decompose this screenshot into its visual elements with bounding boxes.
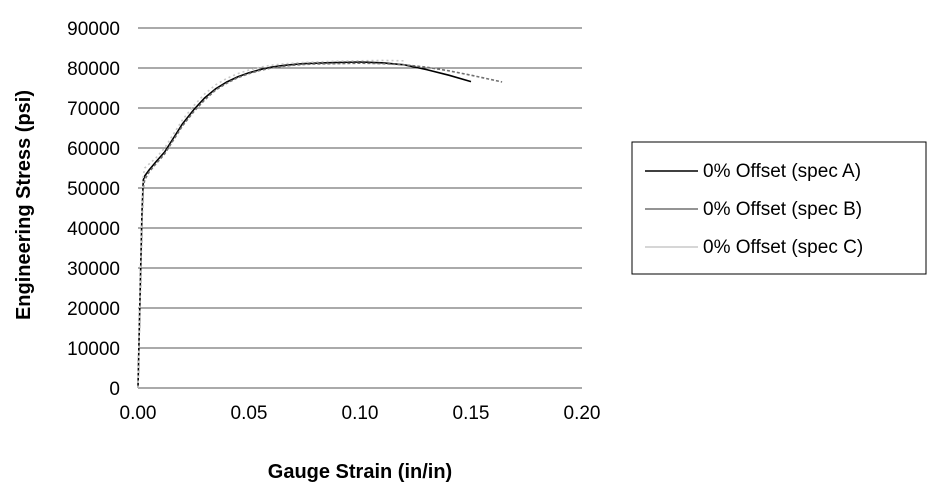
legend-label: 0% Offset (spec A) <box>703 161 861 182</box>
series-line-3 <box>138 60 404 388</box>
y-tick-label: 0 <box>109 379 120 400</box>
y-axis-title: Engineering Stress (psi) <box>13 90 35 320</box>
y-tick-label: 20000 <box>67 299 120 320</box>
x-tick-label: 0.15 <box>453 403 490 424</box>
x-tick-label: 0.20 <box>564 403 601 424</box>
series-line-1 <box>138 62 471 388</box>
x-tick-label: 0.05 <box>231 403 268 424</box>
legend: 0% Offset (spec A) 0% Offset (spec B) 0% O… <box>632 142 926 274</box>
legend-label: 0% Offset (spec B) <box>703 199 862 220</box>
y-tick-labels: 0 10000 20000 30000 40000 50000 60000 70000 8000… <box>67 19 120 400</box>
legend-label: 0% Offset (spec C) <box>703 237 863 258</box>
gridlines <box>138 28 582 388</box>
y-tick-label: 30000 <box>67 259 120 280</box>
series-lines <box>138 60 502 388</box>
y-tick-label: 90000 <box>67 19 120 40</box>
y-tick-label: 10000 <box>67 339 120 360</box>
x-tick-labels: 0.00 0.05 0.10 0.15 0.20 <box>120 403 601 424</box>
y-tick-label: 60000 <box>67 139 120 160</box>
y-tick-label: 50000 <box>67 179 120 200</box>
y-tick-label: 70000 <box>67 99 120 120</box>
x-axis-title: Gauge Strain (in/in) <box>268 461 452 483</box>
x-tick-label: 0.10 <box>342 403 379 424</box>
x-tick-label: 0.00 <box>120 403 157 424</box>
series-line-2 <box>138 63 502 388</box>
y-tick-label: 40000 <box>67 219 120 240</box>
y-tick-label: 80000 <box>67 59 120 80</box>
